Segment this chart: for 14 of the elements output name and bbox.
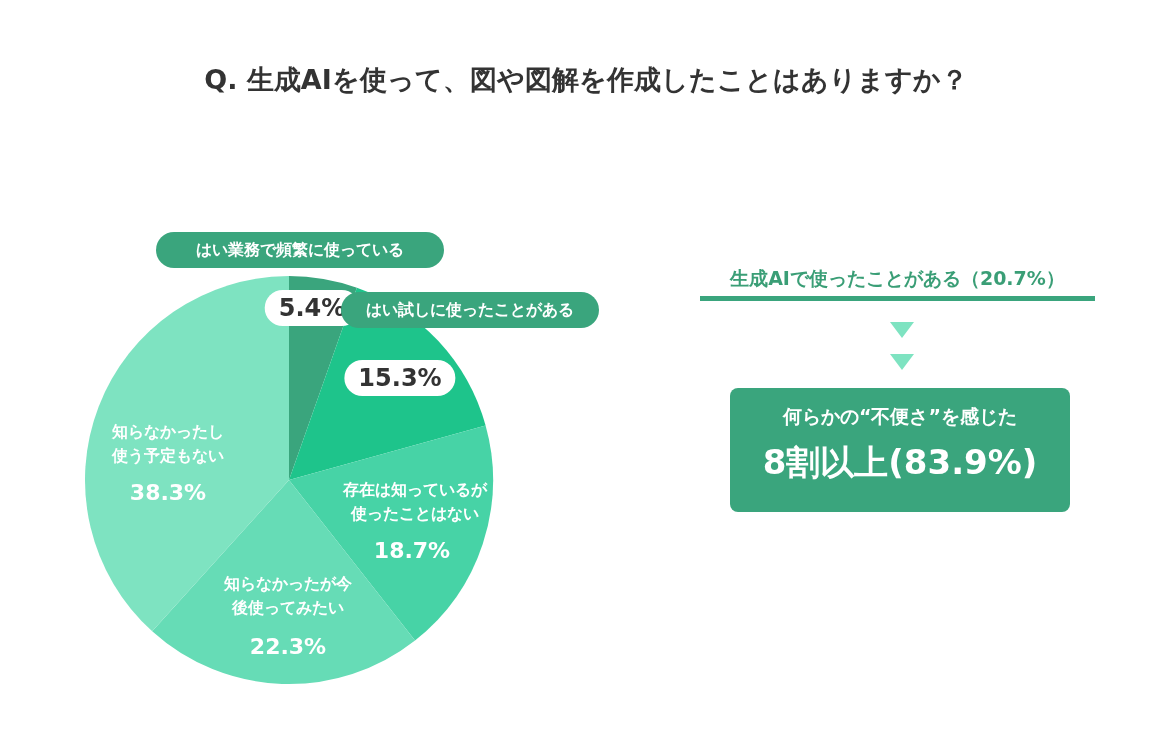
slice-label: 知らなかったが今後使ってみたい: [223, 573, 353, 619]
data-label: 15.3%: [344, 360, 456, 396]
slice-label: 存在は知っているが使ったことはない: [342, 479, 489, 525]
text: 何らかの“不便さ”を感じた: [781, 404, 1018, 429]
chart-title: Q. 生成AIを使って、図や図解を作成したことはありますか？: [203, 63, 969, 97]
data-label: 22.3%: [249, 634, 327, 659]
data-label: 38.3%: [129, 480, 207, 505]
slice-label: はい業務で頻繁に使っている: [156, 232, 444, 268]
slice-label: 知らなかったし使う予定もない: [110, 421, 225, 467]
data-label: 18.7%: [373, 538, 451, 563]
text: 生成AIで使ったことがある（20.7%）: [700, 266, 1095, 301]
text: 8割以上(83.9%): [761, 441, 1039, 484]
slice-label: はい試しに使ったことがある: [366, 300, 574, 319]
data-label: 5.4%: [264, 290, 360, 326]
